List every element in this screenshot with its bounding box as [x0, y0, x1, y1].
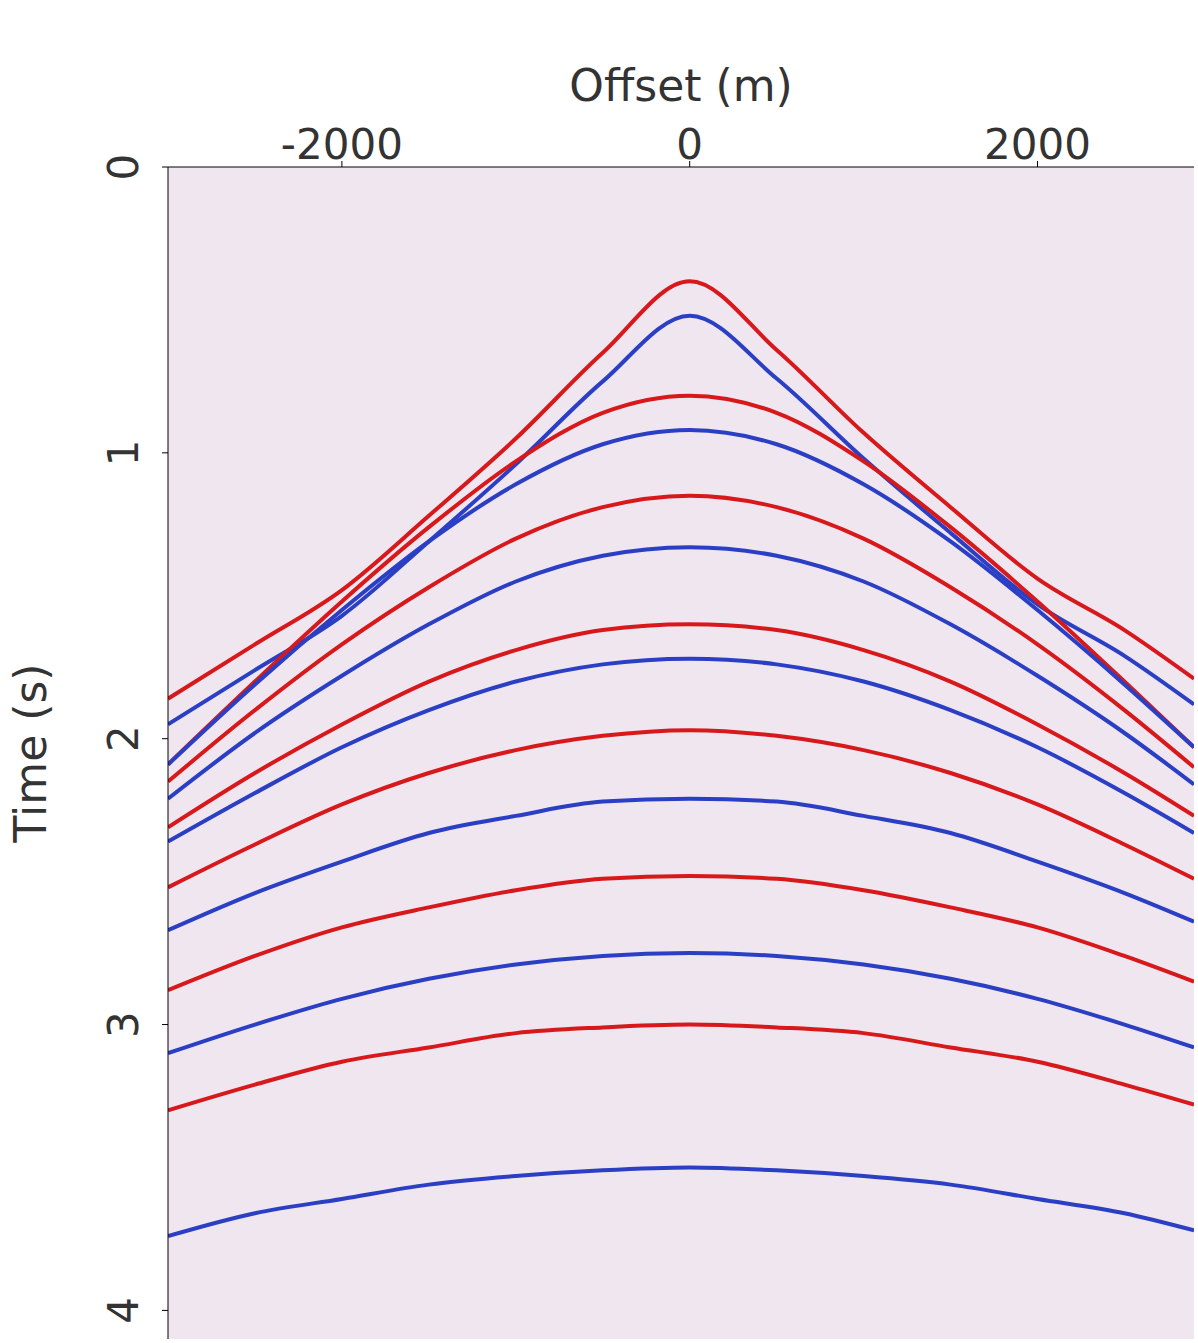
svg-text:Offset (m): Offset (m): [569, 60, 792, 111]
svg-text:2: 2: [99, 725, 148, 752]
svg-text:3: 3: [99, 1011, 148, 1038]
svg-text:0: 0: [676, 120, 703, 169]
svg-text:2000: 2000: [984, 120, 1091, 169]
svg-text:1: 1: [99, 439, 148, 466]
svg-text:-2000: -2000: [281, 120, 403, 169]
svg-text:Time (s): Time (s): [5, 664, 56, 844]
svg-text:4: 4: [99, 1297, 148, 1324]
svg-text:0: 0: [99, 154, 148, 181]
